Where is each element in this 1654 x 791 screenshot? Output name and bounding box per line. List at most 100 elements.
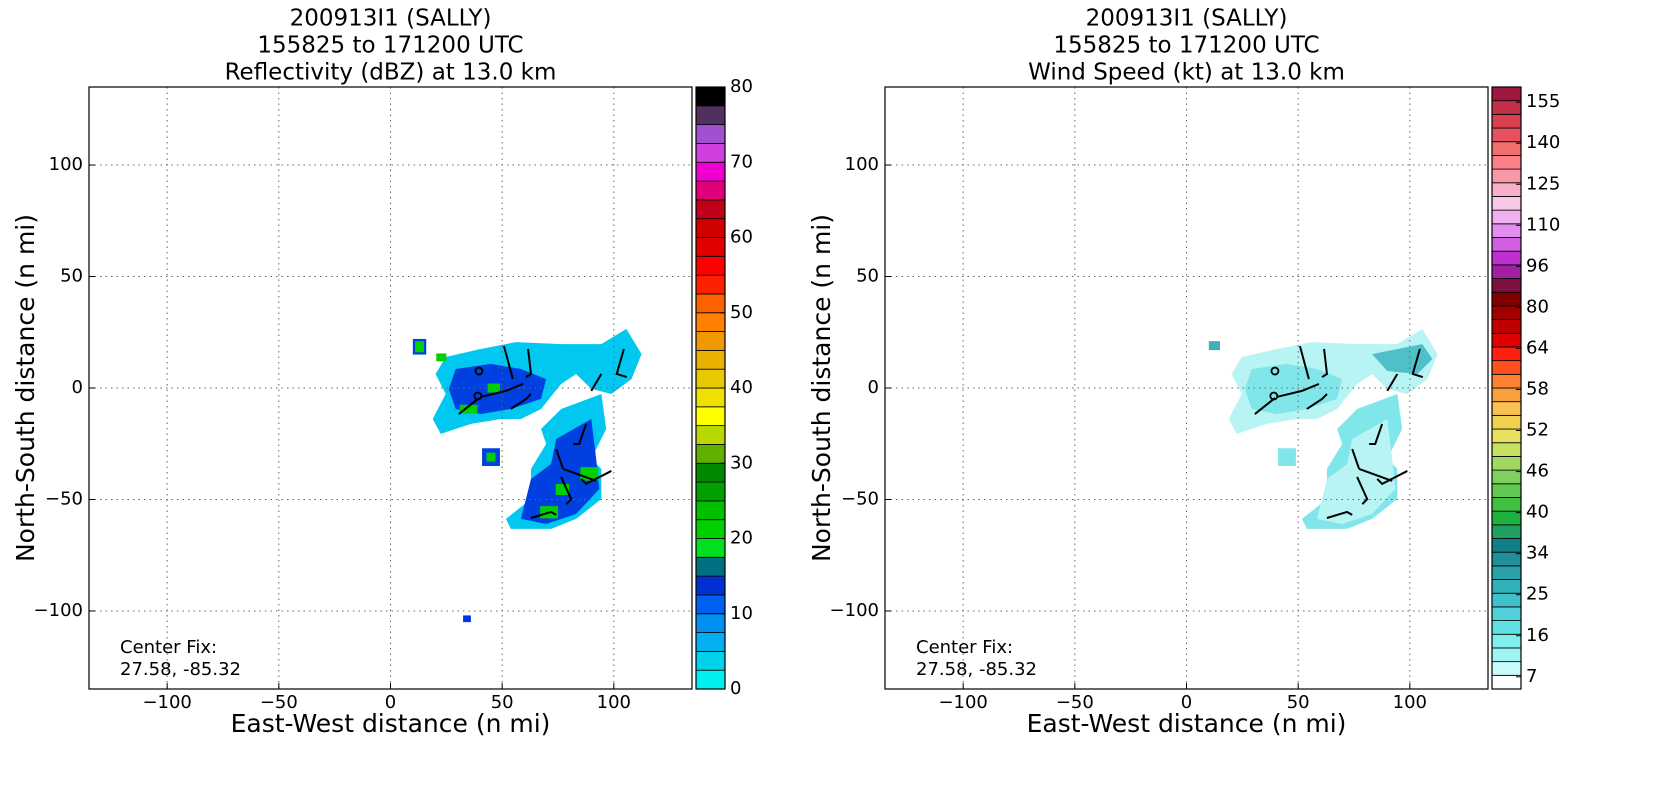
wind-barb: [1358, 467, 1393, 482]
colorbar-segment: [695, 556, 726, 577]
colorbar-segment: [695, 406, 726, 427]
colorbar-segment: [695, 613, 726, 633]
colorbar-segment: [695, 255, 726, 276]
annotation: Center Fix:: [120, 637, 217, 658]
colorbar-tick-label: 0: [730, 678, 741, 699]
colorbar-segment: [695, 425, 726, 445]
colorbar-tick-label: 125: [1526, 173, 1560, 194]
colorbar-segment: [695, 161, 726, 182]
y-tick-label: −100: [830, 600, 879, 621]
colorbar-segment: [1491, 182, 1522, 197]
colorbar-tick-label: 46: [1526, 461, 1549, 482]
colorbar-segment: [695, 462, 726, 483]
wind-barb: [1254, 397, 1276, 415]
colorbar-tick-label: 16: [1526, 625, 1549, 646]
echo: [486, 452, 496, 462]
wind-barb: [1356, 476, 1369, 505]
wind-barb: [510, 393, 532, 410]
wind-barb: [1306, 393, 1328, 410]
colorbar-segment: [695, 86, 726, 107]
colorbar-segment: [1491, 579, 1522, 594]
plot-frame: [88, 86, 693, 690]
y-tick-label: 50: [60, 266, 83, 287]
colorbar-segment: [1491, 469, 1522, 485]
colorbar-segment: [1491, 510, 1522, 526]
annotation: 27.58, -85.32: [916, 659, 1037, 680]
annotation: 27.58, -85.32: [120, 659, 241, 680]
y-tick-label: 100: [845, 154, 879, 175]
colorbar-segment: [1491, 346, 1522, 362]
colorbar-segment: [695, 143, 726, 163]
wind-barb: [560, 476, 573, 505]
colorbar-tick-label: 50: [730, 302, 753, 323]
y-tick-label: 0: [72, 377, 83, 398]
x-tick-label: 100: [597, 692, 631, 713]
x-tick-label: −100: [142, 692, 191, 713]
colorbar-segment: [1491, 113, 1522, 129]
colorbar-segment: [1491, 305, 1522, 320]
colorbar-tick-label: 70: [730, 151, 753, 172]
chart-title: 200913I1 (SALLY): [1086, 6, 1288, 32]
colorbar-segment: [695, 274, 726, 295]
x-tick-label: 0: [385, 692, 396, 713]
wind-barb: [1276, 383, 1320, 398]
colorbar-segment: [1491, 428, 1522, 444]
y-tick-label: 0: [868, 377, 879, 398]
colorbar-tick-label: 40: [1526, 502, 1549, 523]
colorbar-segment: [1491, 442, 1522, 457]
wind-barb: [502, 345, 514, 380]
plot-frame: [884, 86, 1489, 690]
echo: [463, 615, 471, 623]
colorbar-segment: [695, 124, 726, 144]
x-tick-label: 100: [1393, 692, 1427, 713]
chart-title: 200913I1 (SALLY): [290, 6, 492, 32]
colorbar-segment: [1491, 456, 1522, 471]
colorbar-segment: [1491, 538, 1522, 553]
echo: [1278, 448, 1296, 467]
colorbar-tick-label: 110: [1526, 214, 1560, 235]
annotation: Center Fix:: [916, 637, 1013, 658]
colorbar-segment: [1491, 237, 1522, 252]
colorbar-tick-label: 52: [1526, 420, 1549, 441]
colorbar-segment: [1491, 661, 1522, 676]
wind-barb: [1369, 423, 1384, 445]
wind-barb: [458, 397, 480, 415]
colorbar-segment: [695, 387, 726, 408]
colorbar-segment: [1491, 633, 1522, 649]
colorbar-segment: [1491, 565, 1522, 580]
colorbar-tick-label: 7: [1526, 666, 1537, 687]
colorbar-tick-label: 34: [1526, 543, 1549, 564]
x-tick-label: −100: [938, 692, 987, 713]
colorbar-tick-label: 58: [1526, 379, 1549, 400]
wind-barb: [1411, 348, 1424, 379]
colorbar-tick-label: 155: [1526, 91, 1560, 112]
center-marker: [1270, 366, 1280, 376]
echo: [415, 341, 424, 353]
center-marker: [473, 391, 483, 401]
colorbar-segment: [1491, 524, 1522, 539]
wind-barb: [1386, 373, 1399, 392]
echo: [459, 404, 478, 414]
colorbar-segment: [1491, 373, 1522, 389]
colorbar-tick-label: 25: [1526, 584, 1549, 605]
wind-barb: [580, 470, 612, 486]
colorbar-segment: [695, 575, 726, 596]
colorbar-segment: [1491, 86, 1522, 102]
colorbar-tick-label: 30: [730, 452, 753, 473]
colorbar-segment: [695, 444, 726, 464]
colorbar-segment: [695, 180, 726, 201]
colorbar-tick-label: 40: [730, 377, 753, 398]
colorbar-segment: [1491, 606, 1522, 621]
x-tick-label: 50: [1287, 692, 1310, 713]
colorbar-tick-label: 10: [730, 603, 753, 624]
colorbar-segment: [1491, 592, 1522, 608]
colorbar-segment: [1491, 360, 1522, 375]
colorbar-segment: [1491, 291, 1522, 307]
wind-barb: [1351, 448, 1361, 470]
y-tick-label: −50: [45, 488, 83, 509]
y-axis-label: North-South distance (n mi): [11, 214, 40, 562]
center-marker: [1269, 391, 1279, 401]
colorbar-segment: [695, 368, 726, 389]
echo: [1316, 418, 1396, 525]
colorbar-segment: [695, 538, 726, 558]
